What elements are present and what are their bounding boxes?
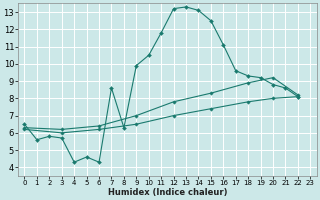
X-axis label: Humidex (Indice chaleur): Humidex (Indice chaleur) bbox=[108, 188, 227, 197]
